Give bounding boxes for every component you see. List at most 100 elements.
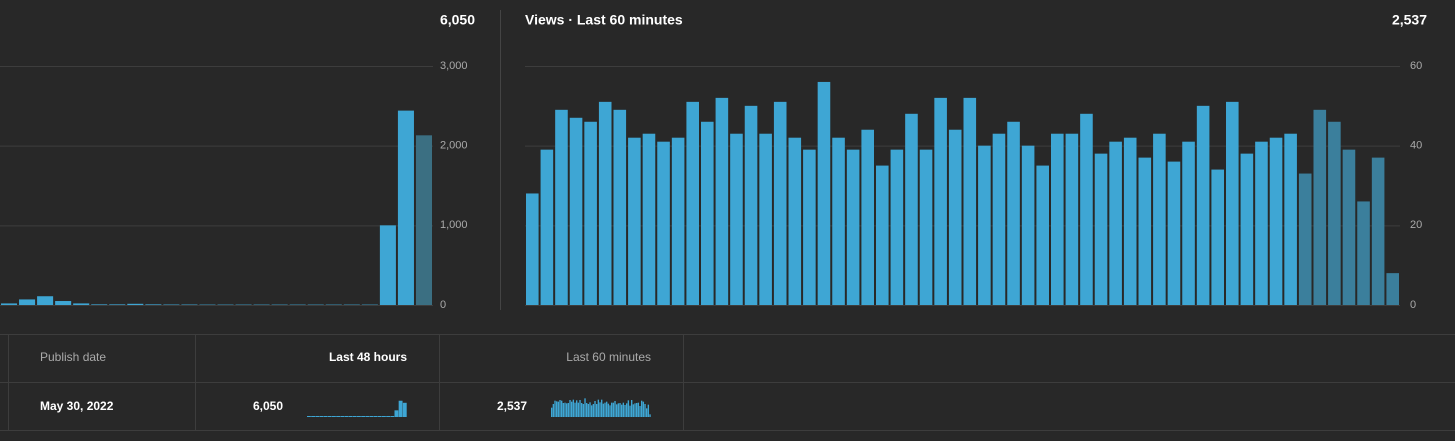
total: 6,050 (440, 12, 475, 28)
bar (397, 110, 414, 305)
sparkline-bar (394, 410, 399, 417)
sparkline-bar (361, 416, 366, 417)
sparkline-bar (327, 416, 332, 417)
bar (1371, 157, 1385, 305)
bar (1123, 137, 1137, 305)
sparkline-bar (552, 404, 555, 417)
sparkline-bar (551, 407, 553, 417)
sparkline-bar (323, 416, 328, 417)
y-tick-label: 20 (1410, 219, 1422, 231)
sparkline-bar (564, 402, 566, 417)
bar (1051, 133, 1064, 305)
bar (584, 121, 597, 306)
bar (1007, 121, 1020, 306)
y-tick-label: 40 (1410, 140, 1422, 152)
sparkline-bar (587, 404, 590, 417)
sparkline-bar (319, 416, 324, 417)
column-header[interactable]: Last 48 hours (329, 350, 407, 364)
sparkline-bar (626, 403, 628, 417)
publish-date: May 30, 2022 (40, 399, 114, 413)
bar (1357, 201, 1370, 305)
bar (1342, 149, 1356, 305)
sparkline-bar (561, 400, 563, 417)
y-tick-label: 0 (440, 299, 446, 311)
sparkline-bar (602, 403, 605, 417)
bar (19, 299, 36, 305)
bar (1211, 169, 1224, 305)
bar (127, 303, 144, 305)
bar (1109, 141, 1122, 305)
bar (934, 97, 947, 305)
sparkline-bar (579, 400, 581, 417)
bar (415, 135, 432, 305)
bar (759, 133, 772, 305)
bar (145, 304, 162, 305)
sparkline-bar (348, 416, 353, 417)
sparkline-bar (597, 399, 600, 417)
sparkline-bar (332, 416, 336, 417)
column-header[interactable]: Last 60 minutes (566, 350, 651, 364)
bar (1284, 133, 1297, 305)
sparkline-bar (616, 404, 618, 417)
sparkline-bar (556, 401, 558, 417)
bar (55, 301, 72, 305)
sparkline-bar (572, 399, 575, 417)
bar (1182, 141, 1195, 305)
sparkline-bar (612, 402, 615, 417)
column-header[interactable]: Publish date (40, 350, 106, 364)
sparkline-bar (571, 401, 573, 417)
bar (657, 141, 670, 305)
bar (1036, 165, 1049, 305)
sparkline-bar (606, 401, 608, 417)
sparkline-bar (357, 416, 361, 417)
sparkline-bar (554, 400, 556, 417)
bar (978, 145, 991, 305)
sparkline-bar (567, 403, 570, 417)
sparkline-bar (619, 403, 621, 417)
sparkline-bar (624, 405, 626, 417)
sparkline-bar (622, 402, 625, 417)
bar (773, 101, 787, 305)
sparkline-bar (336, 416, 341, 417)
bar (817, 81, 831, 305)
bar (963, 97, 977, 305)
y-tick-label: 2,000 (440, 140, 468, 152)
bar (1226, 101, 1239, 305)
sparkline-bar (649, 414, 651, 417)
bar (540, 149, 554, 305)
views-60m: 2,537 (497, 399, 527, 413)
sparkline-bar (340, 416, 345, 417)
sparkline-bar (386, 416, 391, 417)
sparkline-bar (646, 408, 648, 417)
bar (1094, 153, 1108, 305)
sparkline-bar (311, 416, 316, 417)
y-tick-label: 0 (1410, 299, 1416, 311)
sparkline-bar (631, 400, 633, 417)
sparkline-bar (398, 400, 403, 417)
chart-title: Views · Last 60 minutes (525, 12, 683, 28)
sparkline-bar (373, 416, 378, 417)
sparkline-bar (344, 416, 349, 417)
bar (803, 149, 816, 305)
sparkline-bar (639, 406, 641, 417)
bar (905, 113, 918, 305)
sparkline-bar (562, 403, 565, 417)
bar (73, 303, 90, 305)
sparkline-bar (632, 404, 635, 417)
bar (1065, 133, 1079, 305)
sparkline-bar (627, 400, 630, 417)
y-tick-label: 3,000 (440, 60, 468, 72)
sparkline-bar (601, 399, 603, 417)
bar (671, 137, 685, 305)
bar (1269, 137, 1283, 305)
bar (37, 296, 54, 305)
sparkline-bar (577, 402, 580, 417)
bar (1021, 145, 1035, 305)
sparkline-bar (647, 404, 650, 417)
sparkline-bar (576, 400, 578, 417)
sparkline-bar (617, 403, 620, 417)
sparkline-bar (636, 403, 638, 417)
sparkline-bar (611, 402, 613, 417)
bar (992, 133, 1006, 305)
